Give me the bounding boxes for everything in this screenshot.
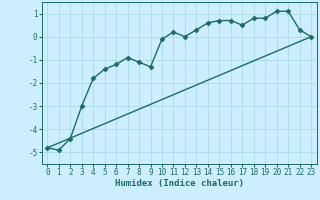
X-axis label: Humidex (Indice chaleur): Humidex (Indice chaleur) (115, 179, 244, 188)
